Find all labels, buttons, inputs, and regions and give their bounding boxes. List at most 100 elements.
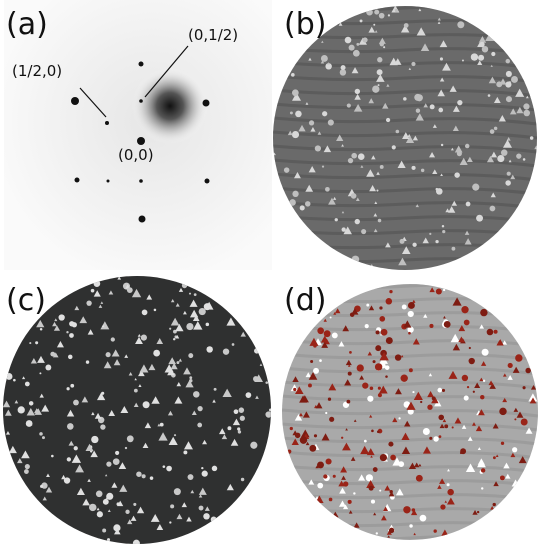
island	[335, 218, 338, 221]
island	[375, 345, 381, 351]
island	[315, 145, 321, 151]
island	[308, 384, 312, 388]
island	[381, 329, 388, 336]
island	[291, 73, 295, 77]
island	[348, 500, 352, 504]
island	[476, 215, 483, 222]
island	[189, 379, 192, 382]
island	[511, 76, 518, 83]
island	[376, 330, 380, 334]
island	[69, 333, 74, 338]
island	[355, 89, 360, 94]
island	[412, 391, 414, 393]
island	[189, 376, 192, 379]
island	[500, 475, 505, 480]
island	[416, 94, 423, 101]
island	[356, 43, 359, 46]
island	[96, 490, 103, 497]
island	[127, 435, 134, 442]
island	[94, 280, 101, 287]
island	[372, 85, 379, 92]
island	[440, 57, 443, 60]
island	[376, 532, 378, 534]
island	[378, 219, 382, 223]
island	[457, 21, 464, 28]
island	[193, 391, 200, 398]
island	[429, 437, 432, 440]
island	[160, 423, 164, 427]
island	[452, 247, 456, 251]
island	[227, 426, 231, 430]
island	[203, 513, 209, 519]
island	[174, 488, 181, 495]
island	[211, 517, 217, 523]
island	[250, 442, 257, 449]
island	[408, 311, 414, 317]
island	[91, 436, 98, 443]
island	[353, 492, 355, 494]
island	[464, 320, 470, 326]
island	[125, 510, 129, 514]
island	[472, 184, 479, 191]
island	[386, 298, 393, 305]
island	[506, 59, 511, 64]
island	[465, 144, 469, 148]
island	[133, 503, 136, 506]
island	[352, 256, 359, 263]
island	[469, 347, 471, 349]
island	[309, 120, 314, 125]
island	[389, 528, 394, 533]
island	[481, 487, 483, 489]
island	[429, 324, 433, 328]
island	[423, 428, 430, 435]
island	[289, 199, 296, 206]
island	[295, 111, 302, 118]
island	[322, 165, 324, 167]
island	[515, 354, 522, 361]
island	[237, 427, 240, 430]
panel-label: (d)	[284, 283, 326, 318]
island	[323, 474, 327, 478]
island	[240, 416, 245, 421]
island	[494, 330, 498, 334]
island	[461, 306, 468, 313]
island	[117, 502, 120, 505]
island	[317, 483, 323, 489]
island	[13, 379, 16, 382]
island	[284, 167, 289, 172]
island	[321, 55, 328, 62]
island	[325, 187, 330, 192]
panel-label: (b)	[284, 7, 326, 42]
island	[188, 474, 194, 480]
island	[497, 155, 504, 162]
island	[412, 243, 416, 247]
island	[370, 386, 374, 390]
island	[379, 13, 385, 19]
island	[442, 230, 445, 233]
island	[363, 37, 368, 42]
island	[351, 153, 357, 159]
island	[35, 341, 38, 344]
island	[29, 401, 34, 406]
island	[142, 309, 148, 315]
island	[439, 435, 442, 438]
island	[208, 304, 210, 306]
island	[411, 62, 415, 66]
island	[385, 375, 388, 378]
island	[437, 388, 442, 393]
island	[238, 430, 241, 433]
island	[506, 71, 512, 77]
island	[433, 436, 438, 441]
island	[514, 418, 516, 420]
island	[169, 521, 171, 523]
island	[101, 392, 104, 395]
island	[481, 468, 485, 472]
island	[113, 458, 120, 465]
island	[390, 455, 396, 461]
island	[454, 172, 460, 178]
island	[525, 368, 531, 374]
island	[69, 321, 74, 326]
island	[292, 191, 298, 197]
island	[365, 324, 369, 328]
island	[214, 388, 217, 391]
